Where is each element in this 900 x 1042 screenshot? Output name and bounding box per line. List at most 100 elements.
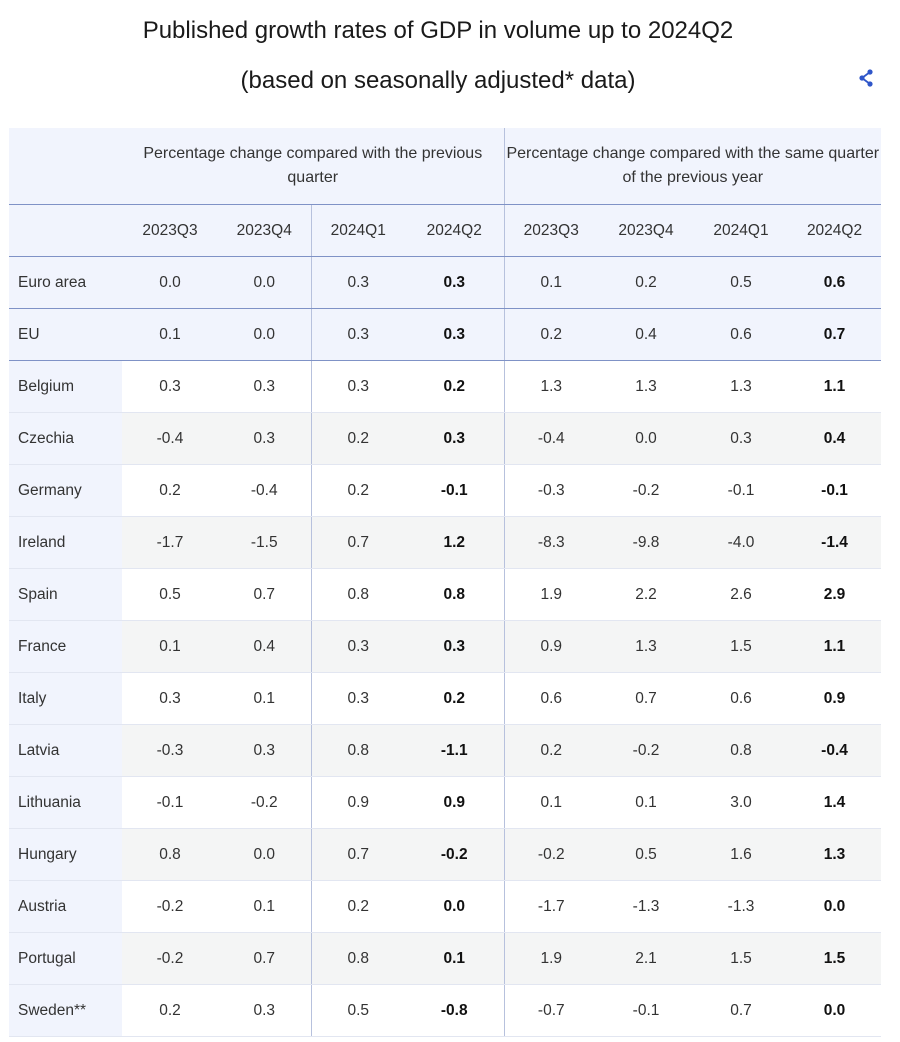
value-cell: -0.2 [598, 724, 695, 777]
value-cell: 0.8 [122, 828, 218, 881]
value-cell: 0.8 [311, 568, 405, 621]
value-cell: 0.2 [311, 412, 405, 465]
page-title: Published growth rates of GDP in volume … [142, 17, 734, 44]
value-cell: 0.0 [598, 412, 695, 465]
value-cell: 0.3 [311, 672, 405, 725]
value-cell: -0.4 [504, 412, 599, 465]
value-cell: 1.3 [694, 360, 789, 413]
value-cell: 0.8 [405, 568, 505, 621]
value-cell: 0.1 [122, 620, 218, 673]
table-row: Ireland -1.7 -1.5 0.7 1.2 -8.3 -9.8 -4.0 -1.4 [9, 516, 882, 569]
value-cell: 0.1 [504, 256, 599, 309]
value-cell: 0.0 [218, 308, 312, 361]
country-cell: Austria [9, 880, 122, 933]
column-header: 2024Q1 [694, 204, 789, 257]
value-cell: 0.7 [788, 308, 882, 361]
value-cell: 0.2 [311, 464, 405, 517]
country-cell: France [9, 620, 122, 673]
value-cell: 0.3 [405, 620, 505, 673]
group-header-quarter: Percentage change compared with the prev… [122, 128, 505, 205]
value-cell: 0.2 [122, 984, 218, 1037]
value-cell: 1.3 [598, 620, 695, 673]
value-cell: 0.1 [122, 308, 218, 361]
country-cell: Germany [9, 464, 122, 517]
value-cell: 0.5 [694, 256, 789, 309]
column-header: 2023Q3 [504, 204, 599, 257]
value-cell: 0.5 [598, 828, 695, 881]
table-row: Germany 0.2 -0.4 0.2 -0.1 -0.3 -0.2 -0.1 -0.1 [9, 464, 882, 517]
value-cell: 0.6 [694, 308, 789, 361]
value-cell: 0.3 [218, 724, 312, 777]
value-cell: 0.3 [218, 360, 312, 413]
value-cell: 1.3 [598, 360, 695, 413]
country-cell: Ireland [9, 516, 122, 569]
value-cell: -1.3 [598, 880, 695, 933]
value-cell: 0.0 [788, 880, 882, 933]
value-cell: -0.1 [122, 776, 218, 829]
value-cell: 0.8 [311, 932, 405, 985]
column-header: 2023Q4 [218, 204, 312, 257]
value-cell: 0.3 [122, 672, 218, 725]
value-cell: 1.3 [788, 828, 882, 881]
value-cell: -1.7 [122, 516, 218, 569]
value-cell: 0.8 [311, 724, 405, 777]
value-cell: 0.7 [311, 828, 405, 881]
country-cell: Italy [9, 672, 122, 725]
value-cell: 0.2 [504, 724, 599, 777]
value-cell: 0.7 [218, 568, 312, 621]
value-cell: -8.3 [504, 516, 599, 569]
country-cell: Latvia [9, 724, 122, 777]
value-cell: 0.9 [504, 620, 599, 673]
column-header-row: 2023Q3 2023Q4 2024Q1 2024Q2 2023Q3 2023Q4 2024… [9, 204, 882, 257]
value-cell: 0.2 [122, 464, 218, 517]
value-cell: 1.5 [788, 932, 882, 985]
table-row: Spain 0.5 0.7 0.8 0.8 1.9 2.2 2.6 2.9 [9, 568, 882, 621]
value-cell: 0.3 [405, 412, 505, 465]
value-cell: 1.9 [504, 568, 599, 621]
value-cell: -0.2 [218, 776, 312, 829]
value-cell: 0.7 [218, 932, 312, 985]
value-cell: 1.4 [788, 776, 882, 829]
value-cell: 0.1 [405, 932, 505, 985]
value-cell: 0.7 [311, 516, 405, 569]
share-icon[interactable] [856, 68, 876, 88]
value-cell: 0.3 [311, 256, 405, 309]
value-cell: 0.3 [218, 984, 312, 1037]
value-cell: 1.2 [405, 516, 505, 569]
table-row: Portugal -0.2 0.7 0.8 0.1 1.9 2.1 1.5 1.5 [9, 932, 882, 985]
value-cell: -4.0 [694, 516, 789, 569]
value-cell: 2.2 [598, 568, 695, 621]
country-cell: Lithuania [9, 776, 122, 829]
value-cell: -1.7 [504, 880, 599, 933]
country-cell: Czechia [9, 412, 122, 465]
country-cell: Euro area [9, 256, 122, 309]
value-cell: 0.4 [598, 308, 695, 361]
country-cell: Belgium [9, 360, 122, 413]
share-icon-graphic [859, 69, 873, 87]
table-row: Euro area 0.0 0.0 0.3 0.3 0.1 0.2 0.5 0.6 [9, 256, 882, 309]
value-cell: 0.2 [598, 256, 695, 309]
value-cell: -0.4 [788, 724, 882, 777]
value-cell: 0.3 [694, 412, 789, 465]
value-cell: 0.2 [311, 880, 405, 933]
column-header: 2023Q3 [122, 204, 218, 257]
table-row: Italy 0.3 0.1 0.3 0.2 0.6 0.7 0.6 0.9 [9, 672, 882, 725]
corner-cell [9, 204, 122, 257]
value-cell: -0.1 [405, 464, 505, 517]
value-cell: 1.9 [504, 932, 599, 985]
value-cell: 0.1 [218, 672, 312, 725]
country-cell: Hungary [9, 828, 122, 881]
table-row: Latvia -0.3 0.3 0.8 -1.1 0.2 -0.2 0.8 -0.4 [9, 724, 882, 777]
value-cell: -9.8 [598, 516, 695, 569]
value-cell: 0.6 [694, 672, 789, 725]
page-subtitle: (based on seasonally adjusted* data) [240, 67, 636, 94]
value-cell: 1.5 [694, 620, 789, 673]
value-cell: 0.9 [405, 776, 505, 829]
value-cell: 2.6 [694, 568, 789, 621]
value-cell: 0.9 [311, 776, 405, 829]
value-cell: 0.8 [694, 724, 789, 777]
value-cell: -1.1 [405, 724, 505, 777]
corner-cell [9, 128, 122, 205]
value-cell: 0.2 [405, 672, 505, 725]
table-row: Sweden** 0.2 0.3 0.5 -0.8 -0.7 -0.1 0.7 0.0 [9, 984, 882, 1037]
